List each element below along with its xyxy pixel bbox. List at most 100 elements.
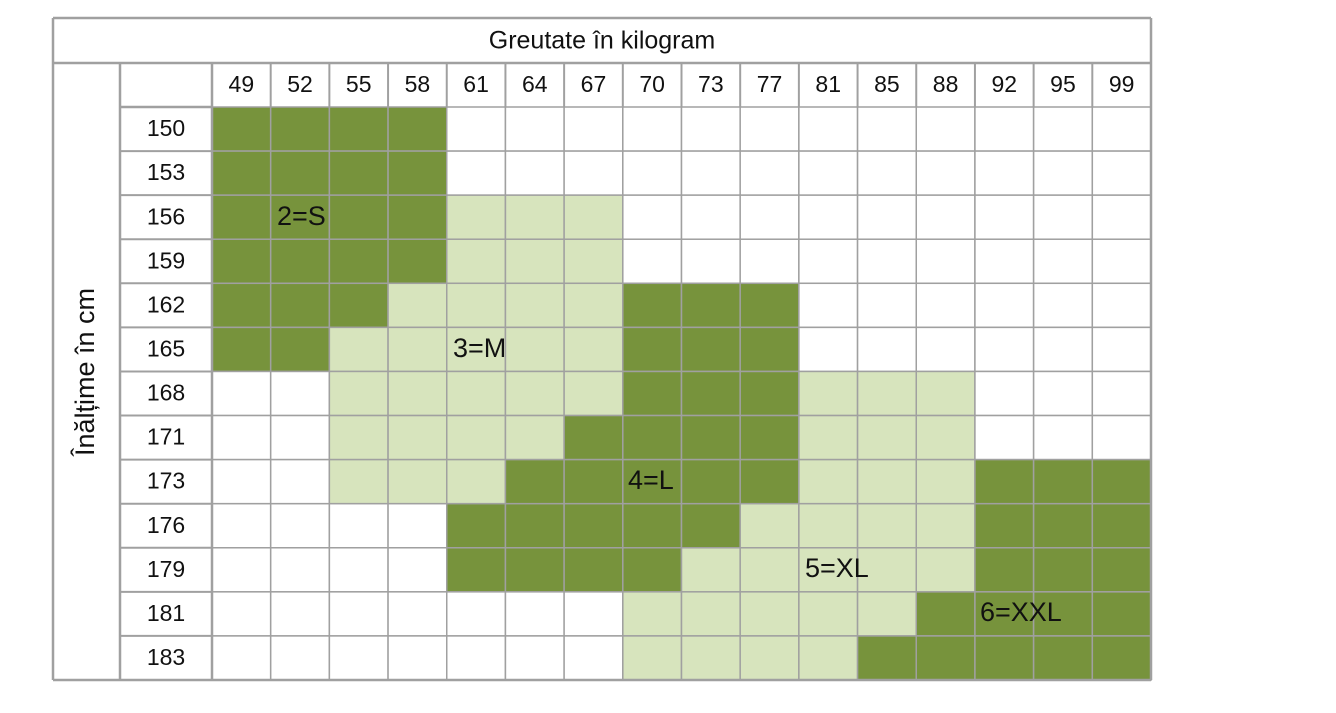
size-cell (211, 458, 272, 505)
size-cell (622, 635, 683, 681)
weight-header: 58 (405, 71, 431, 97)
size-cell (798, 150, 859, 196)
size-cell (504, 194, 565, 240)
size-cell (328, 635, 389, 681)
size-cell (269, 502, 331, 549)
row-height: 179 (147, 556, 185, 582)
size-cell (974, 326, 1035, 373)
size-cell (974, 238, 1035, 285)
size-cell (739, 106, 800, 152)
size-cell (680, 370, 741, 417)
size-cell (269, 414, 331, 461)
size-cell (622, 547, 683, 593)
size-cell (680, 150, 741, 196)
size-cell (974, 635, 1035, 681)
size-cell (622, 282, 683, 329)
size-cell (328, 194, 389, 240)
row-height: 173 (147, 468, 185, 494)
size-cell (798, 282, 859, 329)
size-cell (915, 502, 976, 549)
size-cell (622, 370, 683, 417)
size-cell (563, 238, 624, 285)
zone-label: 5=XL (805, 553, 869, 583)
size-cell (856, 635, 917, 681)
size-cell (915, 370, 976, 417)
size-cell (446, 502, 507, 549)
size-cell (563, 282, 624, 329)
size-cell (563, 591, 624, 637)
row-height: 159 (147, 247, 185, 273)
size-cell (798, 194, 859, 240)
size-cell (1032, 150, 1094, 196)
size-cell (504, 547, 565, 593)
size-cell (563, 414, 624, 461)
zone-label: 2=S (277, 201, 326, 231)
size-cell (504, 414, 565, 461)
size-cell (739, 458, 800, 505)
size-cell (504, 635, 565, 681)
size-cell (504, 370, 565, 417)
size-cell (622, 326, 683, 373)
size-cell (504, 458, 565, 505)
table-title: Greutate în kilogram (489, 27, 716, 55)
row-height: 156 (147, 203, 185, 229)
size-cell (1032, 238, 1094, 285)
size-cell (856, 591, 917, 637)
size-cell (915, 547, 976, 593)
size-cell (856, 106, 917, 152)
weight-header: 55 (346, 71, 372, 97)
size-cell (856, 414, 917, 461)
size-cell (1032, 458, 1094, 505)
zone-label: 3=M (453, 333, 506, 363)
size-cell (798, 106, 859, 152)
size-cell (446, 150, 507, 196)
size-cell (269, 150, 331, 196)
size-cell (563, 502, 624, 549)
size-cell (387, 370, 448, 417)
row-header: Înălțime în cm (69, 288, 100, 457)
size-cell (622, 414, 683, 461)
size-cell (974, 150, 1035, 196)
size-cell (798, 591, 859, 637)
size-cell (622, 502, 683, 549)
row-height: 153 (147, 159, 185, 185)
size-cell (211, 591, 272, 637)
size-cell (269, 635, 331, 681)
row-height: 171 (147, 424, 185, 450)
weight-header: 52 (287, 71, 313, 97)
size-cell (856, 150, 917, 196)
size-cell (680, 238, 741, 285)
size-cell (446, 282, 507, 329)
size-cell (328, 326, 389, 373)
size-cell (387, 635, 448, 681)
weight-header: 77 (757, 71, 783, 97)
size-cell (446, 591, 507, 637)
size-cell (915, 150, 976, 196)
size-cell (915, 238, 976, 285)
size-cell (504, 106, 565, 152)
row-height: 181 (147, 600, 185, 626)
size-cell (211, 414, 272, 461)
size-cell (563, 106, 624, 152)
size-cell (856, 194, 917, 240)
size-cell (680, 106, 741, 152)
size-cell (446, 458, 507, 505)
size-cell (622, 150, 683, 196)
size-cell (915, 635, 976, 681)
size-cell (974, 502, 1035, 549)
weight-header: 73 (698, 71, 724, 97)
row-height: 176 (147, 512, 185, 538)
size-cell (798, 502, 859, 549)
weight-header: 64 (522, 71, 548, 97)
size-cell (1032, 414, 1094, 461)
size-cell (856, 326, 917, 373)
size-cell (387, 502, 448, 549)
size-cell (974, 547, 1035, 593)
size-cell (563, 150, 624, 196)
size-cell (328, 150, 389, 196)
size-cell (211, 194, 272, 240)
size-cell (739, 370, 800, 417)
size-cell (563, 635, 624, 681)
size-cell (387, 547, 448, 593)
size-cell (856, 238, 917, 285)
